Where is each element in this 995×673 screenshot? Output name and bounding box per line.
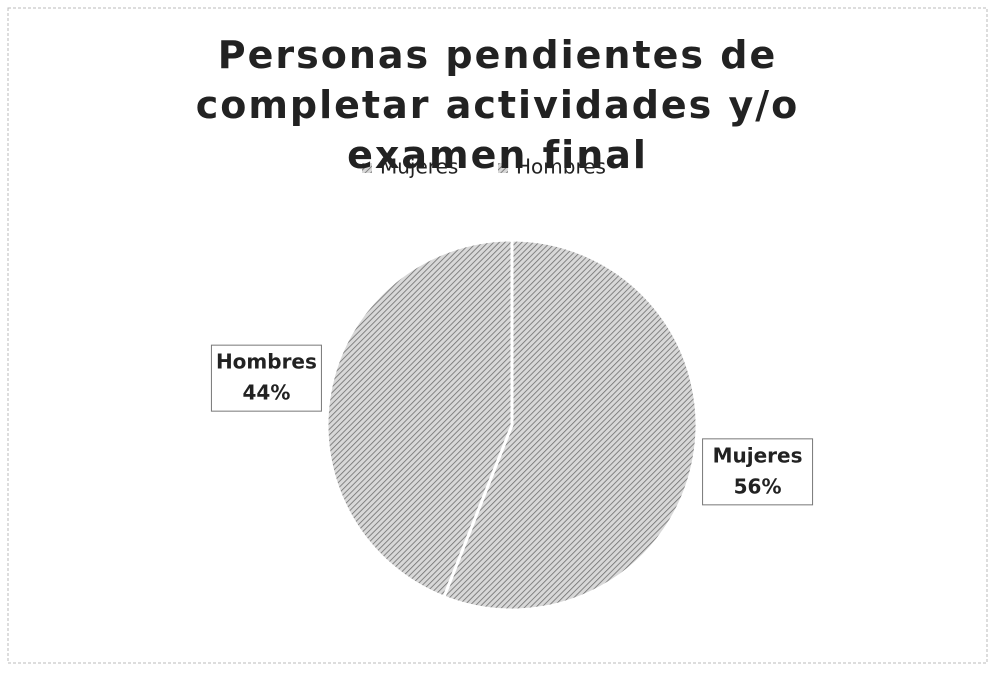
chart-frame [7, 7, 988, 664]
legend-label: Mujeres [380, 155, 458, 179]
pie-slice [441, 238, 699, 612]
legend-swatch [362, 163, 372, 173]
data-label-category: Mujeres [713, 443, 803, 467]
data-label-category: Hombres [216, 350, 317, 374]
pie-slice [325, 238, 514, 599]
data-label-box [210, 344, 322, 412]
chart-title: Personas pendientes de completar activid… [195, 33, 800, 177]
data-label-value: 56% [734, 474, 782, 498]
legend-swatch [498, 163, 508, 173]
data-label-value: 44% [242, 381, 290, 405]
data-label-box [702, 438, 814, 506]
legend-label: Hombres [516, 155, 606, 179]
